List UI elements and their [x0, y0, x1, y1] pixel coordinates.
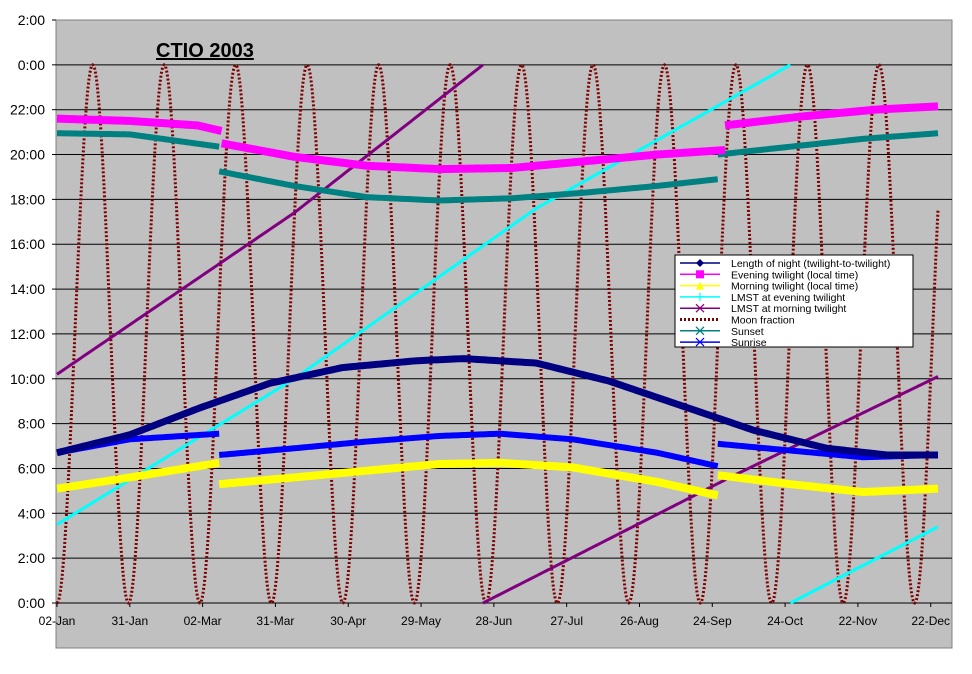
y-tick-label: 16:00 — [10, 236, 45, 252]
legend-item: Moon fraction — [680, 315, 795, 327]
chart-title: CTIO 2003 — [156, 40, 254, 62]
y-tick-label: 14:00 — [10, 281, 45, 297]
x-tick-label: 31-Jan — [111, 614, 148, 628]
y-tick-label: 0:00 — [18, 595, 45, 611]
x-tick-label: 30-Apr — [330, 614, 366, 628]
y-tick-label: 12:00 — [10, 326, 45, 342]
y-axis-ticks: 0:00 2:00 4:00 6:00 8:00 10:00 12:00 14:00 16:00… — [10, 12, 56, 611]
x-tick-label: 22-Dec — [911, 614, 950, 628]
series-sunset — [56, 130, 939, 204]
x-tick-label: 27-Jul — [550, 614, 583, 628]
legend-label: LMST at morning twilight — [731, 303, 846, 315]
legend-item: Evening twilight (local time) — [680, 269, 858, 281]
legend-box — [674, 254, 914, 348]
series-evening-twilight-local-time-line — [723, 102, 940, 130]
series-sunset-line — [717, 130, 939, 158]
series-lmst-at-morning-twilight-line — [56, 63, 484, 376]
x-tick-label: 28-Jun — [476, 614, 513, 628]
legend-item: Length of night (twilight-to-twilight) — [680, 258, 890, 270]
series-sunset-line — [218, 168, 719, 204]
y-tick-label: 4:00 — [18, 505, 45, 521]
legend-item: LMST at morning twilight — [680, 303, 846, 315]
series-morning-twilight-local-time-line — [217, 458, 720, 500]
legend-item: Sunset — [680, 326, 764, 338]
x-tick-label: 26-Aug — [620, 614, 659, 628]
series-lmst-at-evening-twilight-line — [789, 525, 939, 605]
legend-label: Evening twilight (local time) — [731, 269, 858, 281]
legend-marker — [696, 292, 704, 301]
series-evening-twilight-local-time — [55, 102, 940, 174]
y-tick-label: 0:00 — [18, 57, 45, 73]
legend-label: Sunset — [731, 326, 764, 338]
series-lmst-at-evening-twilight-line — [56, 63, 792, 526]
legend-label: Sunrise — [731, 337, 767, 349]
legend-marker — [696, 270, 704, 279]
legend: Length of night (twilight-to-twilight)Ev… — [674, 254, 914, 349]
series-lmst-at-morning-twilight — [56, 63, 939, 605]
series-morning-twilight-local-time-line — [716, 471, 940, 497]
y-tick-label: 2:00 — [18, 550, 45, 566]
legend-marker — [695, 303, 705, 313]
series-sunset-line — [56, 130, 220, 150]
legend-marker — [695, 337, 705, 347]
series-length-of-night-twilight-to-twilight — [55, 355, 940, 459]
x-tick-label: 24-Oct — [767, 614, 804, 628]
legend-item: Morning twilight (local time) — [680, 281, 858, 293]
legend-item: Sunrise — [680, 337, 767, 349]
legend-label: LMST at evening twilight — [731, 292, 845, 304]
x-tick-label: 24-Sep — [693, 614, 732, 628]
series-evening-twilight-local-time-line — [55, 114, 224, 135]
y-tick-label: 18:00 — [10, 191, 45, 207]
y-tick-label: 2:00 — [18, 12, 45, 28]
series-layer — [55, 63, 940, 605]
y-tick-label: 10:00 — [10, 371, 45, 387]
series-morning-twilight-local-time — [55, 458, 940, 500]
y-tick-label: 6:00 — [18, 460, 45, 476]
y-tick-label: 22:00 — [10, 102, 45, 118]
y-tick-label: 8:00 — [18, 416, 45, 432]
legend-marker — [696, 281, 704, 290]
series-lmst-at-evening-twilight — [56, 63, 939, 605]
x-tick-label: 31-Mar — [256, 614, 294, 628]
legend-label: Moon fraction — [731, 315, 795, 327]
x-tick-label: 02-Mar — [184, 614, 222, 628]
legend-label: Morning twilight (local time) — [731, 281, 858, 293]
x-tick-label: 29-May — [401, 614, 441, 628]
legend-marker — [695, 326, 705, 336]
y-tick-label: 20:00 — [10, 147, 45, 163]
series-evening-twilight-local-time-line — [220, 139, 727, 174]
x-tick-label: 02-Jan — [39, 614, 76, 628]
legend-marker — [696, 259, 704, 267]
series-morning-twilight-local-time-line — [55, 458, 221, 493]
legend-label: Length of night (twilight-to-twilight) — [731, 258, 890, 270]
series-length-of-night-twilight-to-twilight-line — [55, 355, 940, 459]
x-axis-ticks: 02-Jan 31-Jan 02-Mar 31-Mar 30-Apr 29-May 28-J… — [39, 602, 952, 628]
legend-item: LMST at evening twilight — [680, 292, 845, 304]
x-tick-label: 22-Nov — [839, 614, 878, 628]
series-lmst-at-morning-twilight-line — [482, 375, 939, 605]
series-sunrise-line — [218, 430, 719, 470]
